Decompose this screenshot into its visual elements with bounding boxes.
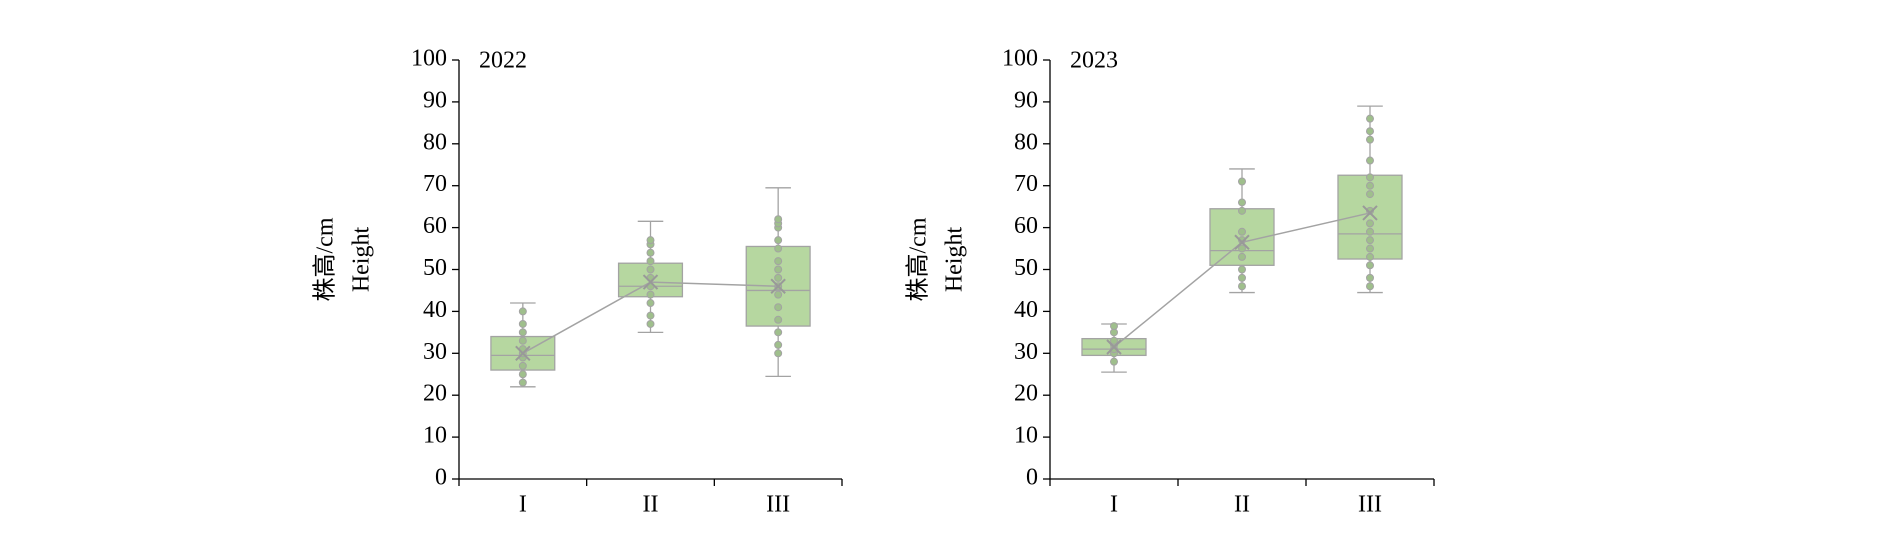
data-point [1366, 282, 1374, 291]
mean-marker [770, 278, 786, 294]
data-point [1366, 127, 1374, 136]
x-tick-label: II [643, 492, 659, 518]
data-point [774, 315, 783, 324]
data-point [774, 257, 783, 266]
data-point [774, 236, 783, 245]
data-point [518, 370, 527, 379]
data-point [518, 319, 527, 328]
data-point [774, 349, 783, 358]
data-point [1238, 273, 1246, 282]
data-point [1110, 322, 1118, 331]
y-tick-label: 10 [1014, 423, 1038, 449]
y-tick-label: 30 [1014, 339, 1038, 365]
y-axis-label: 株高/cm [905, 217, 932, 301]
data-point [774, 328, 783, 337]
y-tick-label: 90 [423, 87, 447, 113]
data-point [1238, 265, 1246, 274]
y-tick-label: 20 [423, 381, 447, 407]
data-point [1366, 190, 1374, 199]
mean-marker [1234, 234, 1250, 250]
x-tick-label: I [1110, 492, 1118, 518]
data-point [518, 361, 527, 370]
data-point [1110, 336, 1118, 345]
data-point [774, 215, 783, 224]
data-point [774, 290, 783, 299]
y-tick-label: 100 [1002, 46, 1038, 72]
data-point [646, 248, 655, 257]
data-point [1366, 156, 1374, 165]
x-tick-label: I [519, 492, 527, 518]
data-point [646, 265, 655, 274]
data-point [1238, 227, 1246, 236]
y-tick-label: 40 [1014, 297, 1038, 323]
data-point [774, 244, 783, 253]
data-point [518, 378, 527, 387]
data-point [1366, 135, 1374, 144]
plot-title: 2023 [1070, 48, 1118, 74]
y-tick-label: 50 [423, 255, 447, 281]
y-tick-label: 0 [435, 465, 447, 491]
y-tick-label: 60 [1014, 213, 1038, 239]
data-point [518, 307, 527, 316]
mean-marker [642, 274, 659, 290]
y-tick-label: 90 [1014, 87, 1038, 113]
plot-title: 2022 [479, 48, 527, 74]
data-point [646, 319, 655, 328]
data-point [646, 236, 655, 245]
data-point [646, 299, 655, 308]
y-tick-label: 10 [423, 423, 447, 449]
data-point [518, 328, 527, 337]
data-point [774, 265, 783, 274]
y-tick-label: 50 [1014, 255, 1038, 281]
data-point [1238, 198, 1246, 207]
x-tick-label: III [766, 492, 790, 518]
data-point [1238, 282, 1246, 291]
data-point [1238, 252, 1246, 261]
y-tick-label: 30 [423, 339, 447, 365]
data-point [1366, 236, 1374, 245]
data-point [774, 340, 783, 349]
y-tick-label: 100 [411, 46, 447, 72]
data-point [646, 311, 655, 320]
y-tick-label: 0 [1026, 465, 1038, 491]
y-tick-label: 80 [1014, 129, 1038, 155]
data-point [1366, 181, 1374, 190]
data-point [1110, 357, 1118, 366]
x-tick-label: III [1358, 492, 1382, 518]
mean-marker [515, 345, 531, 362]
mean-marker [1106, 339, 1122, 355]
data-point [1366, 173, 1374, 182]
data-point [1238, 206, 1246, 215]
data-point [1366, 252, 1374, 261]
data-point [518, 336, 527, 345]
data-point [1238, 177, 1246, 186]
data-point [1366, 114, 1374, 123]
mean-marker [1362, 205, 1378, 221]
data-point [1366, 261, 1374, 270]
y-axis-label: Height [942, 227, 968, 293]
data-point [1366, 227, 1374, 236]
data-point [646, 290, 655, 299]
data-point [1238, 244, 1246, 253]
y-tick-label: 70 [1014, 171, 1038, 197]
y-axis-label: 株高/cm [312, 217, 339, 301]
y-axis-label: Height [349, 227, 375, 293]
y-tick-label: 20 [1014, 381, 1038, 407]
data-point [1366, 273, 1374, 282]
y-tick-label: 70 [423, 171, 447, 197]
y-tick-label: 40 [423, 297, 447, 323]
x-tick-label: II [1234, 492, 1250, 518]
y-tick-label: 60 [423, 213, 447, 239]
y-tick-label: 80 [423, 129, 447, 155]
data-point [646, 257, 655, 266]
data-point [774, 273, 783, 282]
data-point [774, 303, 783, 312]
data-point [1366, 244, 1374, 253]
data-point [1366, 219, 1374, 228]
